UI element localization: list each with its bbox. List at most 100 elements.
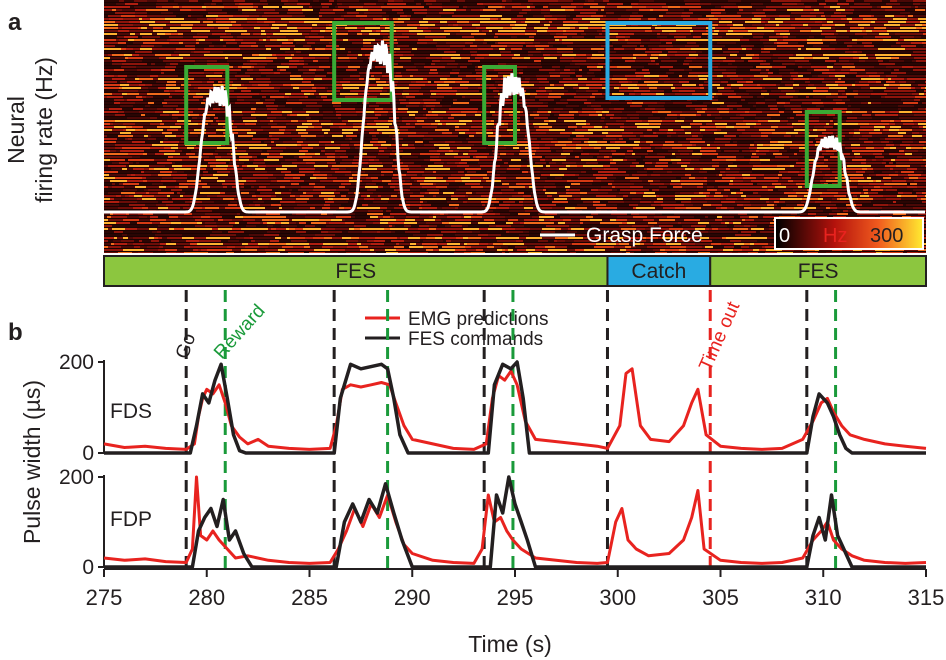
heatmap-cell [339, 36, 350, 38]
heatmap-cell [742, 150, 750, 152]
heatmap-cell [467, 66, 475, 68]
heatmap-cell [383, 108, 398, 110]
heatmap-cell [756, 66, 772, 68]
heatmap-cell [200, 90, 213, 92]
heatmap-cell [540, 42, 548, 44]
heatmap-cell [856, 168, 862, 170]
heatmap-cell [801, 15, 816, 17]
heatmap-cell [161, 93, 170, 95]
heatmap-cell [720, 105, 727, 107]
heatmap-cell [424, 75, 427, 77]
heatmap-cell [773, 153, 782, 155]
heatmap-cell [163, 105, 170, 107]
heatmap-cell [208, 12, 214, 14]
heatmap-cell [577, 33, 581, 35]
heatmap-cell [640, 135, 644, 137]
heatmap-cell [598, 129, 613, 131]
heatmap-cell [491, 27, 503, 29]
heatmap-cell [855, 66, 861, 68]
heatmap-cell [589, 114, 598, 116]
heatmap-cell [718, 24, 727, 26]
heatmap-cell [841, 12, 853, 14]
heatmap-cell [104, 159, 110, 161]
heatmap-cell [674, 72, 685, 74]
heatmap-cell [266, 39, 270, 41]
heatmap-cell [416, 171, 424, 173]
heatmap-cell [715, 48, 722, 50]
heatmap-cell [139, 54, 155, 56]
heatmap-cell [491, 45, 507, 47]
heatmap-cell [764, 27, 776, 29]
heatmap-cell [167, 51, 174, 53]
heatmap-cell [266, 51, 281, 53]
heatmap-cell [178, 147, 187, 149]
heatmap-cell [594, 126, 602, 128]
heatmap-cell [126, 123, 135, 125]
heatmap-cell [586, 33, 599, 35]
heatmap-cell [838, 93, 842, 95]
heatmap-cell [559, 114, 574, 116]
heatmap-cell [786, 93, 796, 95]
heatmap-cell [261, 90, 271, 92]
heatmap-cell [333, 111, 336, 113]
heatmap-cell [803, 9, 814, 11]
heatmap-cell [728, 48, 742, 50]
heatmap-cell [806, 147, 818, 149]
heatmap-cell [314, 165, 328, 167]
heatmap-cell [181, 24, 193, 26]
heatmap-cell [808, 123, 817, 125]
heatmap-cell [605, 6, 617, 8]
heatmap-cell [651, 159, 659, 161]
heatmap-cell [880, 129, 883, 131]
heatmap-cell [188, 96, 193, 98]
heatmap-cell [226, 33, 231, 35]
heatmap-cell [548, 123, 556, 125]
heatmap-cell [806, 33, 821, 35]
heatmap-cell [131, 132, 146, 134]
heatmap-cell [833, 84, 838, 86]
heatmap-cell [752, 18, 761, 20]
heatmap-cell [737, 141, 745, 143]
heatmap-cell [173, 108, 176, 110]
heatmap-cell [793, 87, 806, 89]
heatmap-cell [261, 126, 264, 128]
heatmap-cell [288, 0, 298, 2]
heatmap-cell [376, 102, 383, 104]
heatmap-cell [868, 138, 880, 140]
heatmap-cell [411, 81, 416, 83]
heatmap-cell [620, 114, 627, 116]
heatmap-cell [216, 21, 231, 23]
heatmap-cell [340, 162, 352, 164]
heatmap-cell [209, 45, 214, 47]
heatmap-cell [630, 0, 639, 2]
heatmap-cell [144, 171, 160, 173]
heatmap-cell [676, 33, 691, 35]
heatmap-cell [135, 33, 140, 35]
heatmap-cell [267, 156, 283, 158]
heatmap-cell [558, 0, 573, 2]
heatmap-cell [266, 96, 270, 98]
heatmap-cell [197, 117, 203, 119]
heatmap-cell [642, 105, 648, 107]
heatmap-cell [427, 12, 439, 14]
heatmap-cell [527, 102, 543, 104]
heatmap-cell [134, 120, 148, 122]
heatmap-cell [839, 57, 853, 59]
heatmap-cell [707, 36, 722, 38]
heatmap-cell [662, 147, 667, 149]
heatmap-cell [200, 165, 207, 167]
heatmap-cell [559, 168, 567, 170]
heatmap-cell [134, 39, 144, 41]
heatmap-cell [152, 144, 164, 146]
heatmap-cell [320, 171, 335, 173]
heatmap-cell [285, 57, 292, 59]
heatmap-cell [726, 15, 741, 17]
heatmap-cell [566, 156, 575, 158]
heatmap-cell [385, 132, 400, 134]
heatmap-cell [324, 36, 333, 38]
heatmap-cell [826, 123, 829, 125]
heatmap-cell [920, 99, 926, 101]
heatmap-cell [363, 45, 369, 47]
heatmap-cell [169, 96, 172, 98]
heatmap-cell [519, 81, 529, 83]
